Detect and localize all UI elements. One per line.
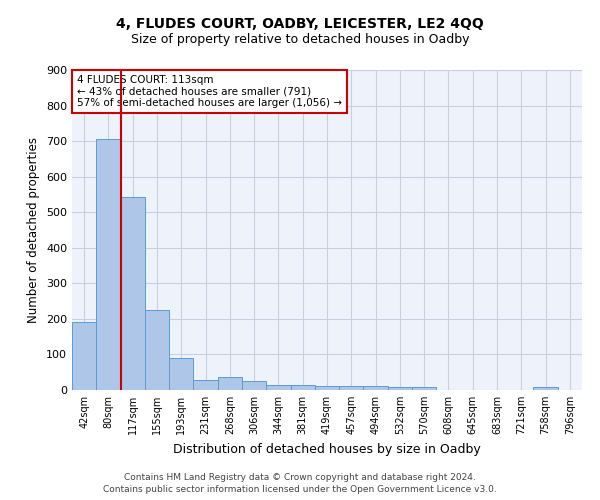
Text: 4 FLUDES COURT: 113sqm
← 43% of detached houses are smaller (791)
57% of semi-de: 4 FLUDES COURT: 113sqm ← 43% of detached…: [77, 75, 342, 108]
Bar: [412, 387, 436, 390]
Bar: [193, 380, 218, 390]
Text: 4, FLUDES COURT, OADBY, LEICESTER, LE2 4QQ: 4, FLUDES COURT, OADBY, LEICESTER, LE2 4…: [116, 18, 484, 32]
Text: Contains HM Land Registry data © Crown copyright and database right 2024.: Contains HM Land Registry data © Crown c…: [124, 472, 476, 482]
Bar: [339, 386, 364, 390]
Text: Contains public sector information licensed under the Open Government Licence v3: Contains public sector information licen…: [103, 485, 497, 494]
Bar: [96, 138, 121, 390]
X-axis label: Distribution of detached houses by size in Oadby: Distribution of detached houses by size …: [173, 442, 481, 456]
Text: Size of property relative to detached houses in Oadby: Size of property relative to detached ho…: [131, 32, 469, 46]
Bar: [364, 386, 388, 390]
Bar: [145, 310, 169, 390]
Bar: [533, 387, 558, 390]
Bar: [388, 387, 412, 390]
Bar: [266, 384, 290, 390]
Bar: [218, 377, 242, 390]
Y-axis label: Number of detached properties: Number of detached properties: [28, 137, 40, 323]
Bar: [169, 358, 193, 390]
Bar: [72, 322, 96, 390]
Bar: [242, 382, 266, 390]
Bar: [315, 386, 339, 390]
Bar: [290, 386, 315, 390]
Bar: [121, 197, 145, 390]
